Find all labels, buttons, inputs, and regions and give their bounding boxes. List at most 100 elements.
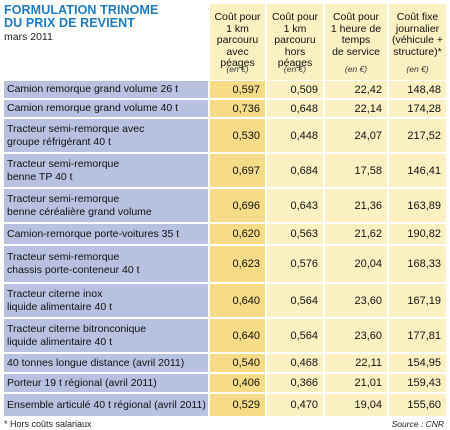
daily-fixed-cost-cell: 148,48: [389, 81, 446, 98]
cost-km-without-tolls-cell: 0,564: [267, 284, 323, 317]
column-header-line: hors péages: [277, 45, 313, 69]
row-label: Tracteur semi-remorque chassis porte-con…: [4, 246, 208, 282]
table-row: Tracteur citerne bitronconique liquide a…: [4, 319, 446, 352]
cost-km-with-tolls-cell: 0,640: [210, 319, 265, 352]
row-label-line: benne TP 40 t: [7, 170, 73, 183]
row-label-line: groupe réfrigérant 40 t: [7, 135, 111, 148]
table-row: Tracteur citerne inox liquide alimentair…: [4, 284, 446, 317]
daily-fixed-cost-cell: 174,28: [389, 100, 446, 117]
cost-km-without-tolls-cell: 0,684: [267, 154, 323, 187]
cost-km-without-tolls-cell: 0,643: [267, 189, 323, 222]
cost-km-with-tolls-cell: 0,530: [210, 119, 265, 152]
column-header-line: journalier: [395, 22, 440, 35]
daily-fixed-cost-cell: 163,89: [389, 189, 446, 222]
cost-hour-cell: 20,04: [325, 246, 387, 282]
cost-km-without-tolls-cell: 0,448: [267, 119, 323, 152]
row-label-line: Camion remorque grand volume 40 t: [7, 102, 179, 114]
daily-fixed-cost-cell: 217,52: [389, 119, 446, 152]
source-credit: Source : CNR: [391, 419, 444, 429]
row-label-line: Tracteur semi-remorque: [7, 157, 120, 170]
cost-km-with-tolls-cell: 0,406: [210, 374, 265, 392]
column-header-hour-of-service: Coût pour 1 heure de temps de service (e…: [325, 4, 387, 80]
row-label: 40 tonnes longue distance (avril 2011): [4, 354, 208, 372]
table-row: Camion remorque grand volume 40 t 0,736 …: [4, 100, 446, 117]
cost-km-with-tolls-cell: 0,620: [210, 224, 265, 244]
table-row: Tracteur semi-remorque chassis porte-con…: [4, 246, 446, 282]
column-unit: (en €): [226, 63, 249, 74]
cost-km-without-tolls-cell: 0,468: [267, 354, 323, 372]
column-header-km-without-tolls: Coût pour 1 km parcouru hors péages (en …: [267, 4, 323, 80]
cost-km-with-tolls-cell: 0,529: [210, 394, 265, 416]
footnote: * Hors coûts salariaux: [4, 419, 92, 429]
column-header-line: de service: [332, 45, 380, 58]
column-header-line: 1 km: [226, 22, 249, 35]
page-title-line-2: DU PRIX DE REVIENT: [4, 16, 135, 30]
table-row: Porteur 19 t régional (avril 2011) 0,406…: [4, 374, 446, 392]
row-label-line: Camion-remorque porte-voitures 35 t: [7, 227, 180, 240]
column-header-line: Coût pour: [271, 11, 319, 23]
row-label-line: benne céréalière grand volume: [7, 205, 152, 218]
cost-km-with-tolls-cell: 0,640: [210, 284, 265, 317]
row-label: Tracteur semi-remorque avec groupe réfri…: [4, 119, 208, 152]
cost-hour-cell: 19,04: [325, 394, 387, 416]
cost-hour-cell: 23,60: [325, 284, 387, 317]
daily-fixed-cost-cell: 190,82: [389, 224, 446, 244]
column-header-line: (véhicule +: [391, 34, 444, 46]
row-label-line: liquide alimentaire 40 t: [7, 300, 113, 313]
column-header-km-with-tolls: Coût pour 1 km parcouru avec péages (en …: [210, 4, 265, 80]
row-label-line: liquide alimentaire 40 t: [7, 335, 113, 348]
cost-km-with-tolls-cell: 0,623: [210, 246, 265, 282]
cost-km-without-tolls-cell: 0,563: [267, 224, 323, 244]
page-subtitle: mars 2011: [4, 31, 53, 43]
cost-hour-cell: 24,07: [325, 119, 387, 152]
cost-hour-cell: 22,14: [325, 100, 387, 117]
cost-hour-cell: 21,01: [325, 374, 387, 392]
row-label-line: Tracteur citerne bitronconique: [7, 322, 147, 335]
column-header-line: Coût fixe: [396, 11, 439, 23]
daily-fixed-cost-cell: 146,41: [389, 154, 446, 187]
column-header-line: avec péages: [220, 45, 255, 69]
table-row: Ensemble articulé 40 t régional (avril 2…: [4, 394, 446, 416]
cost-km-with-tolls-cell: 0,597: [210, 81, 265, 98]
row-label: Camion remorque grand volume 40 t: [4, 100, 208, 117]
column-header-daily-fixed-cost: Coût fixe journalier (véhicule + structu…: [389, 4, 446, 80]
cost-hour-cell: 23,60: [325, 319, 387, 352]
table-row: Tracteur semi-remorque avec groupe réfri…: [4, 119, 446, 152]
row-label-line: chassis porte-conteneur 40 t: [7, 264, 140, 276]
cost-km-without-tolls-cell: 0,576: [267, 246, 323, 282]
table-row: Camion-remorque porte-voitures 35 t 0,62…: [4, 224, 446, 244]
cost-km-with-tolls-cell: 0,696: [210, 189, 265, 222]
column-header-line: Coût pour: [332, 11, 380, 23]
column-header-line: 1 km: [283, 22, 307, 35]
row-label: Tracteur citerne bitronconique liquide a…: [4, 319, 208, 352]
row-label-line: Porteur 19 t régional (avril 2011): [7, 376, 157, 389]
cost-km-without-tolls-cell: 0,564: [267, 319, 323, 352]
row-label-line: Tracteur semi-remorque avec: [7, 122, 145, 135]
column-header-line: parcouru: [274, 34, 316, 46]
column-header-line: 1 heure de temps: [330, 22, 382, 46]
column-unit: (en €): [406, 63, 429, 74]
cost-km-with-tolls-cell: 0,736: [210, 100, 265, 117]
row-label: Tracteur semi-remorque benne céréalière …: [4, 189, 208, 222]
cost-km-without-tolls-cell: 0,366: [267, 374, 323, 392]
table-row: Tracteur semi-remorque benne TP 40 t 0,6…: [4, 154, 446, 187]
row-label-line: Tracteur semi-remorque: [7, 192, 120, 205]
column-header-line: parcouru: [216, 34, 259, 46]
row-label: Tracteur semi-remorque benne TP 40 t: [4, 154, 208, 187]
row-label: Ensemble articulé 40 t régional (avril 2…: [4, 394, 208, 416]
table-row: Tracteur semi-remorque benne céréalière …: [4, 189, 446, 222]
cost-hour-cell: 21,62: [325, 224, 387, 244]
daily-fixed-cost-cell: 177,81: [389, 319, 446, 352]
column-unit: (en €): [344, 63, 368, 74]
row-label-line: Camion remorque grand volume 26 t: [7, 83, 179, 95]
daily-fixed-cost-cell: 154,95: [389, 354, 446, 372]
cost-km-without-tolls-cell: 0,470: [267, 394, 323, 416]
cost-km-with-tolls-cell: 0,697: [210, 154, 265, 187]
daily-fixed-cost-cell: 155,60: [389, 394, 446, 416]
row-label: Tracteur citerne inox liquide alimentair…: [4, 284, 208, 317]
column-unit: (en €): [283, 63, 307, 74]
title-block: FORMULATION TRINOME DU PRIX DE REVIENT m…: [4, 4, 204, 44]
cost-km-with-tolls-cell: 0,540: [210, 354, 265, 372]
cost-hour-cell: 17,58: [325, 154, 387, 187]
